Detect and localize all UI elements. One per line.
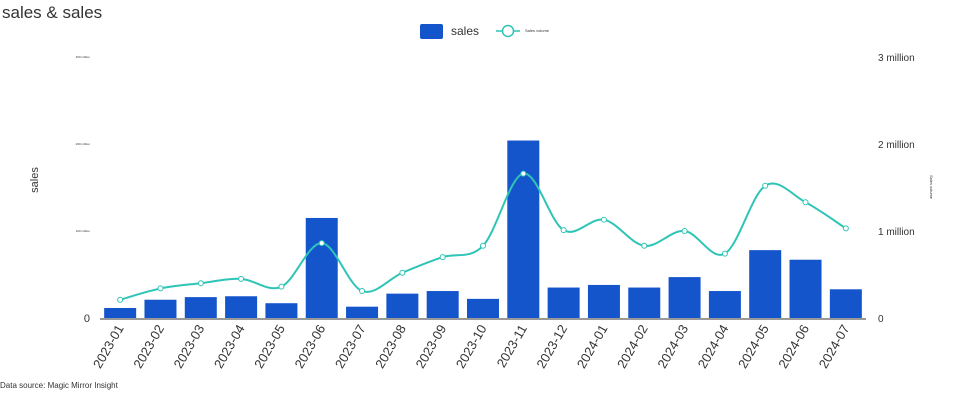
bar	[708, 291, 741, 318]
y-tick-label: 100 million	[76, 229, 91, 233]
x-tick-label: 2023-10	[453, 322, 490, 371]
line-point	[197, 280, 204, 287]
x-tick-label: 2023-08	[372, 322, 409, 371]
y2-tick-label: 0	[878, 314, 884, 325]
bar	[225, 296, 258, 318]
line-point	[117, 296, 124, 303]
bar	[749, 250, 782, 318]
x-tick-label: 2023-01	[90, 322, 127, 371]
bar	[829, 289, 862, 318]
x-tick-label: 2024-03	[654, 322, 691, 371]
bar	[467, 298, 499, 318]
line-point	[842, 225, 849, 232]
bar	[144, 299, 177, 318]
line-point	[641, 242, 648, 249]
bar	[547, 287, 580, 318]
source-note: Data source: Magic Mirror Insight	[0, 381, 119, 390]
bar	[346, 306, 379, 318]
line-point	[681, 228, 688, 234]
line	[119, 172, 847, 301]
x-tick-label: 2023-06	[291, 322, 328, 371]
line-point	[238, 275, 245, 282]
line-point	[278, 283, 285, 290]
bar	[265, 303, 298, 318]
line-point	[520, 170, 527, 177]
legend-swatch	[420, 24, 443, 39]
line-point	[560, 227, 567, 234]
x-tick-label: 2023-02	[130, 322, 167, 371]
x-tick-label: 2023-12	[533, 322, 570, 371]
x-tick-label: 2024-04	[695, 322, 732, 371]
x-tick-label: 2024-05	[735, 322, 772, 371]
bar	[587, 284, 620, 318]
bar	[305, 217, 338, 318]
line-point	[439, 254, 446, 261]
line-point	[157, 285, 164, 292]
line-point	[721, 250, 728, 257]
line-point	[318, 240, 325, 247]
y2-tick-label: 1 million	[878, 227, 915, 238]
y2-tick-label: 3 million	[878, 53, 915, 64]
x-tick-label: 2023-11	[494, 322, 530, 370]
line-point	[600, 216, 607, 223]
x-tick-label: 2023-09	[412, 322, 449, 371]
legend-label: Sales volume	[525, 28, 550, 33]
x-tick-label: 2024-07	[816, 322, 853, 371]
legend-label: sales	[451, 24, 479, 38]
x-tick-label: 2024-02	[614, 322, 651, 371]
x-tick-label: 2023-04	[211, 322, 248, 371]
x-tick-label: 2023-07	[332, 322, 369, 371]
bar	[104, 307, 137, 318]
line-point	[399, 269, 406, 276]
line-point	[480, 242, 486, 249]
y-tick-label: 300 million	[76, 55, 91, 59]
y2-axis-label: Sales volume	[929, 175, 934, 200]
x-tick-label: 2024-06	[775, 322, 812, 371]
line-point	[802, 199, 809, 206]
y-axis-label: sales	[29, 167, 41, 193]
y2-tick-label: 2 million	[878, 140, 915, 151]
bar	[184, 297, 217, 318]
bar	[668, 277, 701, 318]
line-point	[762, 182, 769, 189]
x-tick-label: 2023-05	[251, 322, 288, 371]
y-tick-label: 200 million	[76, 142, 91, 146]
bar	[628, 287, 661, 318]
x-tick-label: 2024-01	[574, 322, 611, 371]
y-tick-label: 0	[84, 313, 90, 325]
bar	[386, 293, 419, 318]
x-tick-label: 2023-03	[171, 322, 208, 371]
legend-marker	[501, 24, 515, 38]
line-point	[359, 288, 366, 295]
bar	[507, 140, 540, 318]
bar	[426, 291, 459, 318]
chart-title: sales & sales	[2, 3, 102, 22]
bar	[789, 259, 822, 318]
